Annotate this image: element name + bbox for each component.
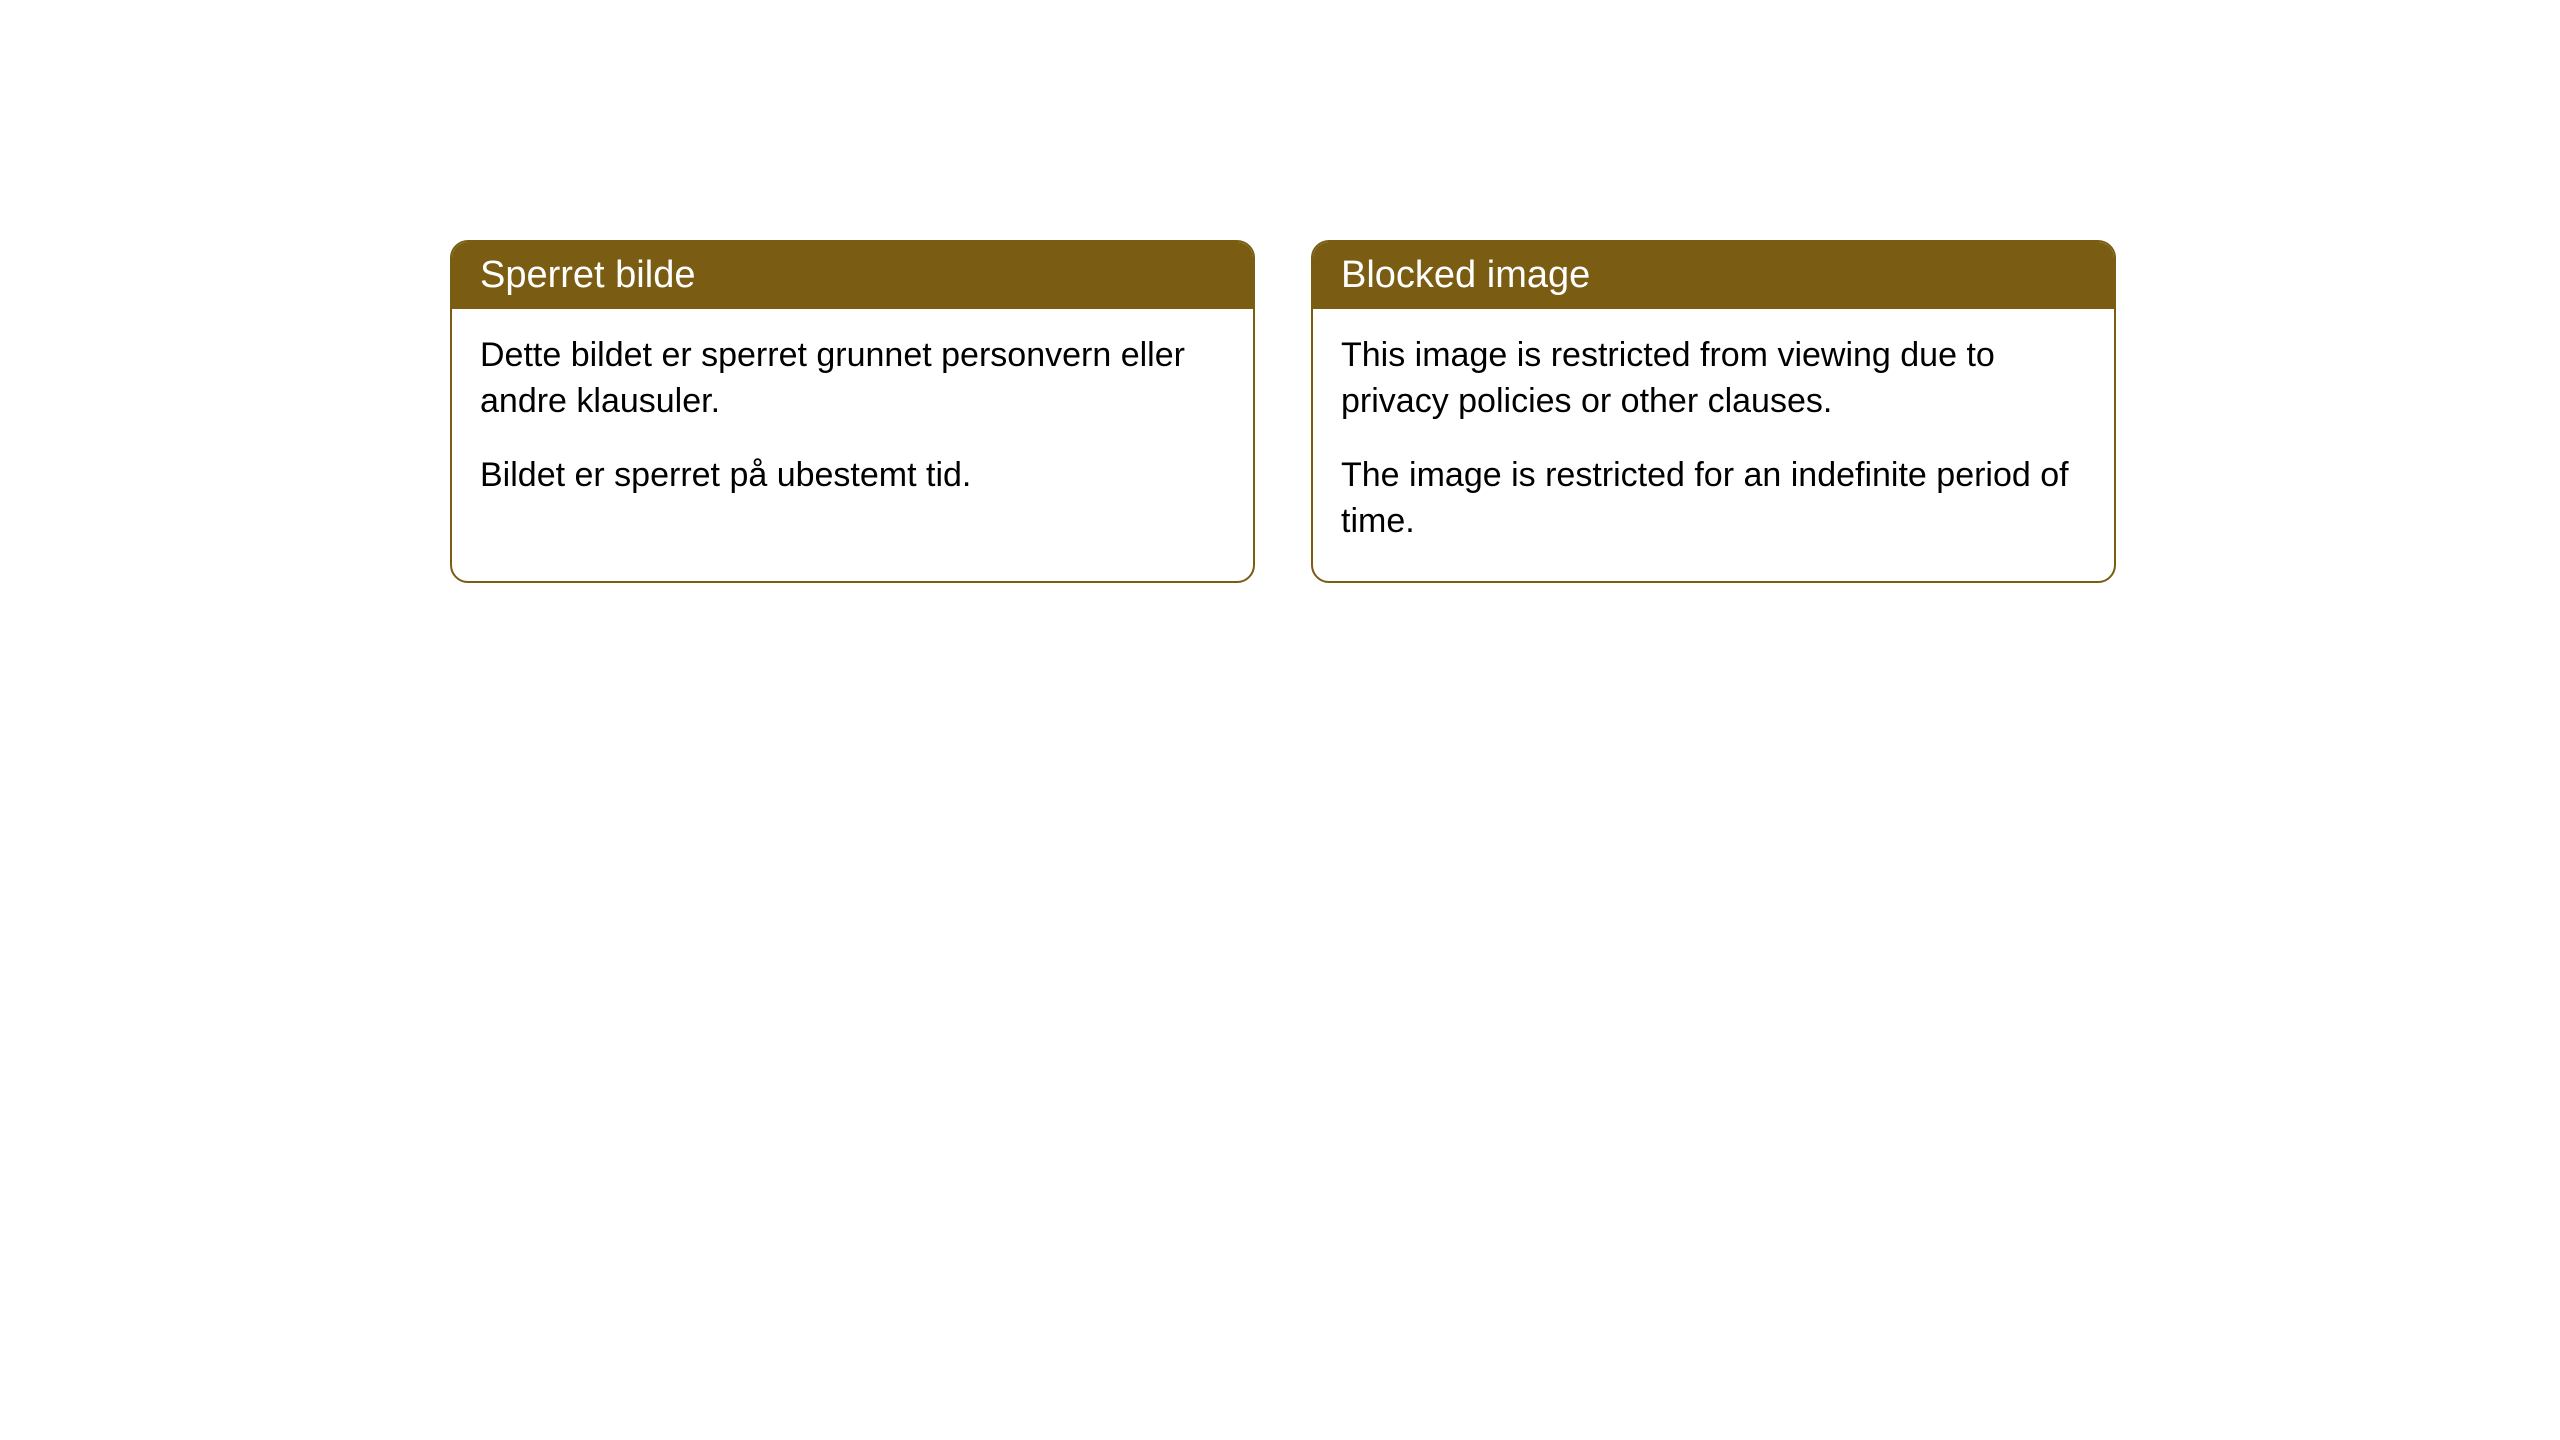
card-para2-right: The image is restricted for an indefinit… [1341,453,2086,545]
notice-container: Sperret bilde Dette bildet er sperret gr… [450,240,2116,583]
card-body-right: This image is restricted from viewing du… [1313,309,2114,581]
card-para1-right: This image is restricted from viewing du… [1341,333,2086,425]
card-para2-left: Bildet er sperret på ubestemt tid. [480,453,1225,499]
card-header-right: Blocked image [1313,242,2114,309]
blocked-image-notice-english: Blocked image This image is restricted f… [1311,240,2116,583]
card-title-right: Blocked image [1341,254,1590,296]
blocked-image-notice-norwegian: Sperret bilde Dette bildet er sperret gr… [450,240,1255,583]
card-title-left: Sperret bilde [480,254,695,296]
card-body-left: Dette bildet er sperret grunnet personve… [452,309,1253,535]
card-header-left: Sperret bilde [452,242,1253,309]
card-para1-left: Dette bildet er sperret grunnet personve… [480,333,1225,425]
